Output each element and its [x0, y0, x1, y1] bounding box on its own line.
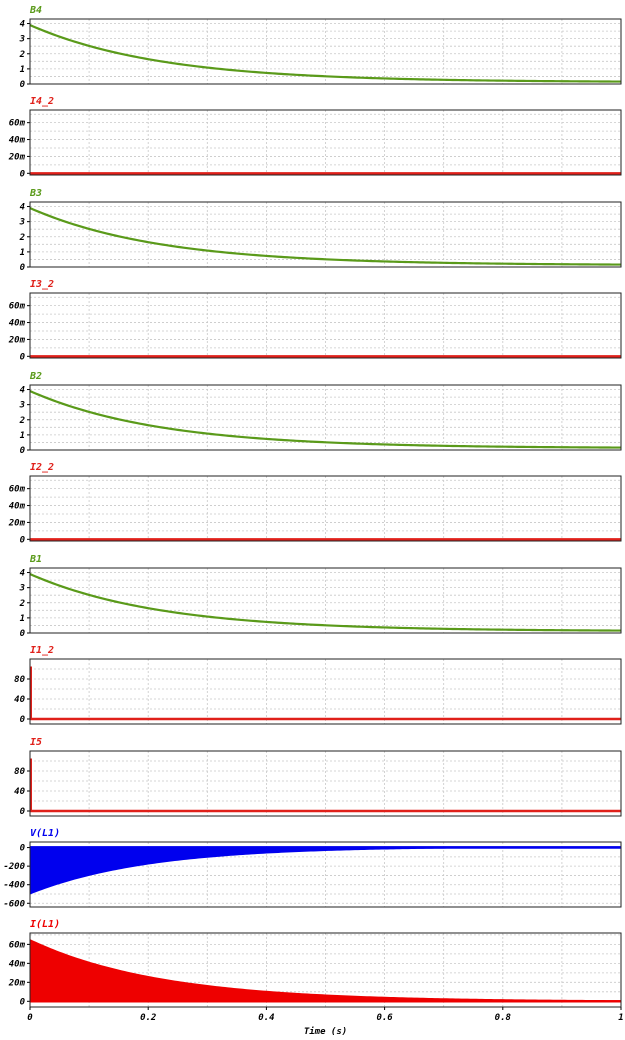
x-tick-label: 0.2: [140, 1013, 156, 1023]
panel-title: I3_2: [30, 279, 54, 290]
y-tick-label: 2: [19, 599, 25, 609]
y-tick-label: 60m: [9, 940, 26, 950]
plot-frame: [29, 658, 622, 725]
y-tick-label: 0: [20, 715, 26, 725]
panel-i2-2: I2_2 60m 40m 20m 0: [8, 462, 622, 545]
plot-frame: [29, 109, 622, 176]
panel-title: I(L1): [30, 919, 60, 930]
y-tick-label: 1: [20, 614, 25, 624]
y-tick-label: 1: [20, 65, 25, 75]
y-tick-label: 20m: [8, 518, 26, 528]
x-tick-label: 0.4: [258, 1013, 274, 1023]
plot-frame: [29, 18, 622, 85]
y-tick-label: -600: [3, 899, 25, 909]
y-tick-label: 0: [20, 263, 26, 273]
y-tick-label: 60m: [9, 119, 26, 129]
x-tick-label: 0.6: [376, 1013, 393, 1023]
y-tick-label: 40: [14, 695, 25, 705]
y-tick-label: 3: [19, 401, 25, 411]
plot-frame: [29, 292, 622, 359]
x-axis-label: Time (s): [304, 1026, 347, 1037]
y-tick-label: 2: [19, 416, 25, 426]
y-tick-label: 80: [14, 675, 25, 685]
y-tick-label: 2: [19, 50, 25, 60]
y-tick-label: 0: [20, 80, 26, 90]
panel-i-l1-: I(L1) 60m 40m 20m 0: [8, 919, 622, 1008]
y-tick-label: 3: [19, 35, 25, 45]
plot-frame: [29, 201, 622, 268]
x-tick-label: 1: [618, 1013, 623, 1023]
y-tick-label: 40m: [9, 319, 26, 329]
x-tick-label: 0: [27, 1013, 33, 1023]
panel-title: I2_2: [30, 462, 54, 473]
y-tick-label: 0: [20, 807, 26, 817]
y-tick-label: 80: [14, 767, 25, 777]
series-line: [29, 24, 622, 83]
y-tick-label: -200: [3, 862, 25, 872]
y-tick-label: 3: [19, 584, 25, 594]
y-tick-label: 60m: [9, 485, 26, 495]
plot-frame: [29, 384, 622, 451]
panel-title: I5: [30, 737, 42, 748]
y-tick-label: 4: [20, 386, 25, 396]
series-area: [29, 938, 622, 1002]
plot-frame: [29, 567, 622, 634]
panel-title: V(L1): [30, 828, 60, 839]
y-tick-label: 40m: [9, 959, 26, 969]
panel-b3: B3 4 3 2 1 0: [19, 188, 622, 273]
y-tick-label: 40m: [9, 136, 26, 146]
panel-title: B3: [29, 188, 42, 199]
y-tick-label: 4: [20, 569, 25, 579]
y-tick-label: 0: [20, 169, 26, 179]
panel-title: I4_2: [30, 96, 54, 107]
panel-i1-2: I1_2 80 40 0: [14, 645, 622, 725]
y-tick-label: 2: [19, 233, 25, 243]
panel-b4: B4 4 3 2 1 0: [19, 5, 622, 90]
y-tick-label: 1: [20, 431, 25, 441]
y-tick-label: 0: [20, 535, 26, 545]
y-tick-label: 60m: [9, 302, 26, 312]
y-tick-label: 0: [20, 446, 26, 456]
y-tick-label: 20m: [8, 335, 26, 345]
y-tick-label: 0: [20, 629, 26, 639]
y-tick-label: 4: [20, 203, 25, 213]
y-tick-label: 40: [14, 787, 25, 797]
plot-frame: [29, 841, 622, 908]
panel-title: B1: [29, 554, 42, 565]
y-tick-label: 20m: [8, 152, 26, 162]
y-tick-label: 3: [19, 218, 25, 228]
panel-i3-2: I3_2 60m 40m 20m 0: [8, 279, 622, 362]
panel-b2: B2 4 3 2 1 0: [19, 371, 622, 456]
panel-v-l1-: V(L1) 0 -200 -400 -600: [3, 828, 622, 909]
x-tick-label: 0.8: [495, 1013, 511, 1023]
panel-title: B2: [29, 371, 42, 382]
series-line: [29, 573, 622, 632]
y-tick-label: 0: [20, 844, 26, 854]
y-tick-label: 4: [20, 20, 25, 30]
y-tick-label: 40m: [9, 502, 26, 512]
series-line: [29, 207, 622, 266]
y-tick-label: -400: [3, 881, 25, 891]
panel-i4-2: I4_2 60m 40m 20m 0: [8, 96, 622, 179]
plot-frame: [29, 932, 622, 1008]
plot-frame: [29, 750, 622, 817]
y-tick-label: 20m: [8, 978, 26, 988]
y-tick-label: 1: [20, 248, 25, 258]
panel-title: B4: [29, 5, 42, 16]
series-line: [29, 390, 622, 449]
y-tick-label: 0: [20, 352, 26, 362]
panel-b1: B1 4 3 2 1 0: [19, 554, 622, 639]
y-tick-label: 0: [20, 997, 26, 1007]
panel-title: I1_2: [30, 645, 54, 656]
plot-frame: [29, 475, 622, 542]
panel-i5: I5 80 40 0: [14, 737, 622, 817]
